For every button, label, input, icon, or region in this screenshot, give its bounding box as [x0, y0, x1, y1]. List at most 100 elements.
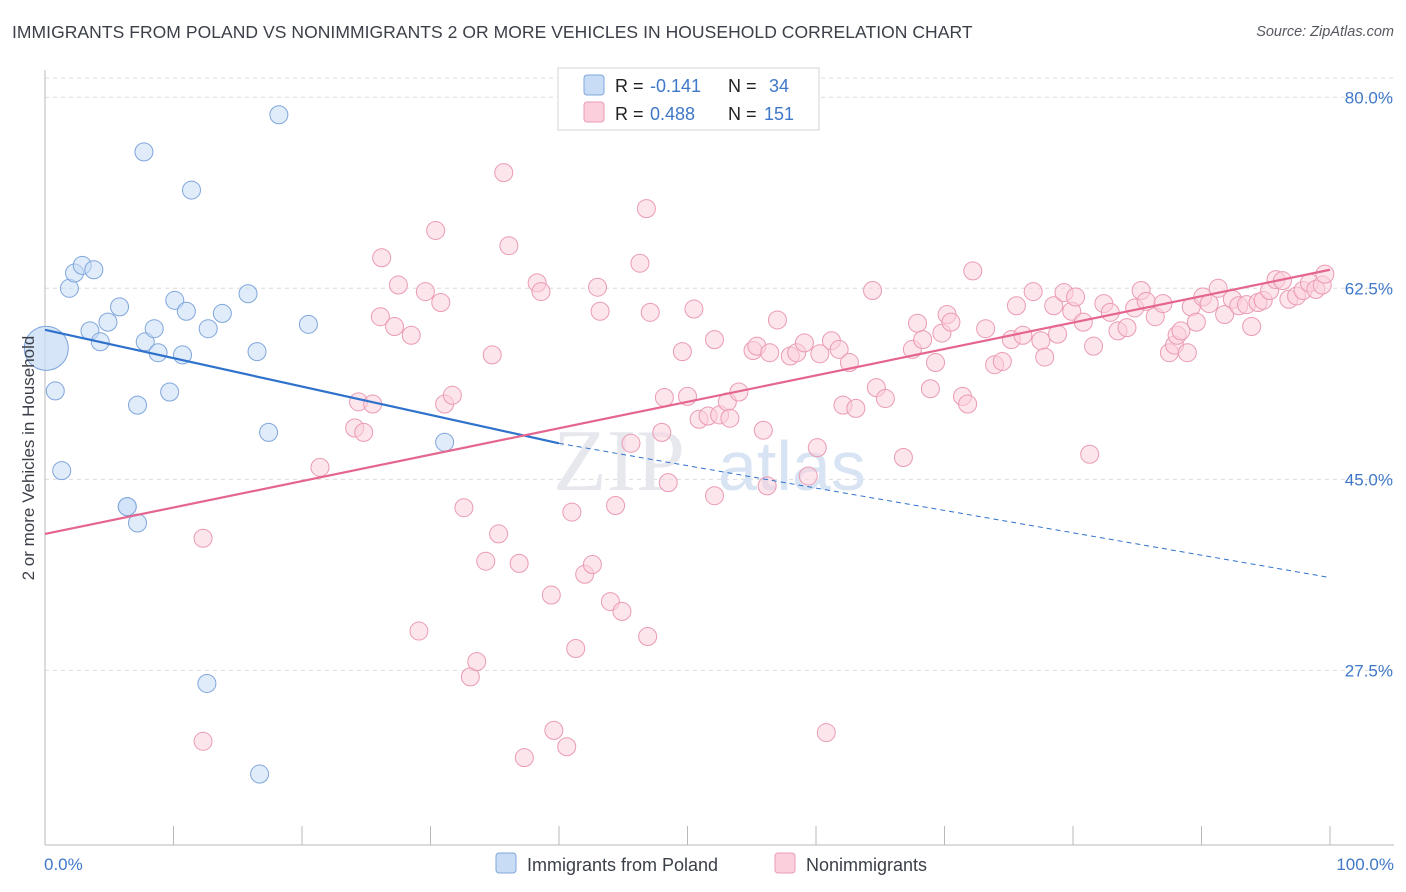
- y-tick-label: 27.5%: [1345, 661, 1393, 680]
- legend-label-nonimmigrants: Nonimmigrants: [806, 855, 927, 875]
- poland-point: [52, 461, 72, 481]
- nonimmigrants-point: [893, 448, 913, 467]
- poland-point: [134, 142, 154, 162]
- nonimmigrants-point: [562, 502, 582, 522]
- nonimmigrants-point: [992, 351, 1012, 371]
- nonimmigrants-point: [531, 282, 551, 302]
- legend-label-poland: Immigrants from Poland: [527, 855, 718, 875]
- nonimmigrants-point: [476, 551, 496, 571]
- nonimmigrants-point: [753, 420, 773, 440]
- nonimmigrants-point: [926, 353, 946, 373]
- nonimmigrants-point: [1006, 296, 1026, 316]
- nonimmigrants-point: [409, 621, 429, 641]
- stats-n-value-poland: 34: [769, 76, 789, 96]
- y-tick-label: 80.0%: [1345, 88, 1393, 107]
- nonimmigrants-point: [846, 398, 866, 418]
- poland-point: [298, 314, 318, 334]
- nonimmigrants-point: [541, 585, 561, 605]
- nonimmigrants-point: [636, 199, 656, 219]
- poland-point: [176, 301, 196, 321]
- poland-point: [117, 497, 137, 517]
- nonimmigrants-point: [1186, 312, 1206, 332]
- nonimmigrants-point: [658, 473, 678, 493]
- nonimmigrants-point: [810, 344, 830, 364]
- poland-point: [128, 395, 148, 415]
- nonimmigrants-point: [514, 748, 534, 768]
- nonimmigrants-point: [816, 723, 836, 743]
- poland-point: [238, 284, 258, 304]
- poland-trend-line: [44, 328, 560, 445]
- y-tick-label: 62.5%: [1345, 279, 1393, 298]
- nonimmigrants-point: [704, 486, 724, 506]
- nonimmigrants-point: [1171, 321, 1191, 341]
- nonimmigrants-point: [1084, 336, 1104, 356]
- nonimmigrants-point: [638, 627, 658, 647]
- nonimmigrants-point: [544, 720, 564, 740]
- nonimmigrants-point: [1315, 264, 1335, 284]
- y-tick-labels: 27.5% 45.0% 62.5% 80.0%: [1345, 88, 1393, 680]
- stats-r-value-poland: -0.141: [650, 76, 701, 96]
- nonimmigrants-point: [588, 277, 608, 297]
- nonimmigrants-point: [606, 496, 626, 516]
- nonimmigrants-point: [310, 457, 330, 477]
- poland-trend-extension: [558, 442, 1331, 579]
- nonimmigrants-point: [1177, 343, 1197, 363]
- poland-point: [84, 260, 104, 280]
- watermark-atlas: atlas: [718, 427, 866, 505]
- nonimmigrants-point: [566, 639, 586, 659]
- poland-point: [23, 325, 69, 371]
- nonimmigrants-point: [193, 528, 213, 548]
- x-tick-label-min: 0.0%: [44, 855, 83, 874]
- legend-swatch-poland: [495, 852, 517, 874]
- nonimmigrants-point: [794, 333, 814, 353]
- nonimmigrants-point: [489, 524, 509, 544]
- nonimmigrants-point: [1080, 444, 1100, 464]
- nonimmigrants-point: [798, 466, 818, 486]
- stats-legend: R = -0.141 N = 34 R = 0.488 N = 151: [557, 67, 820, 131]
- nonimmigrants-point: [621, 433, 641, 453]
- nonimmigrants-point: [807, 438, 827, 458]
- poland-point: [198, 319, 218, 339]
- nonimmigrants-point: [863, 280, 883, 300]
- nonimmigrants-point: [1117, 318, 1137, 338]
- nonimmigrants-point: [582, 554, 602, 574]
- nonimmigrants-point: [1035, 347, 1055, 367]
- stats-n-label-2: N =: [728, 104, 757, 124]
- nonimmigrants-point: [426, 220, 446, 240]
- nonimmigrants-point: [654, 387, 674, 407]
- nonimmigrants-point: [590, 301, 610, 321]
- x-tick-layer: [44, 826, 1331, 845]
- nonimmigrants-point: [1066, 287, 1086, 307]
- nonimmigrants-point: [193, 731, 213, 751]
- nonimmigrants-point: [767, 310, 787, 330]
- nonimmigrants-point: [941, 312, 961, 332]
- poland-point: [181, 180, 201, 200]
- nonimmigrants-point: [1100, 302, 1120, 322]
- x-tick-labels: 0.0% 100.0%: [44, 855, 1394, 874]
- nonimmigrants-point: [908, 313, 928, 333]
- poland-point: [435, 432, 455, 452]
- nonimmigrants-point: [1215, 305, 1235, 325]
- poland-point: [259, 422, 279, 442]
- stats-r-label-2: R =: [615, 104, 644, 124]
- nonimmigrants-point: [684, 299, 704, 319]
- legend-swatch-nonimmigrants: [774, 852, 796, 874]
- poland-point: [45, 381, 65, 401]
- nonimmigrants-point: [1031, 331, 1051, 351]
- y-tick-label: 45.0%: [1345, 470, 1393, 489]
- nonimmigrants-point: [976, 319, 996, 339]
- nonimmigrants-point: [454, 498, 474, 518]
- nonimmigrants-point: [415, 282, 435, 302]
- y-axis-title: 2 or more Vehicles in Household: [19, 336, 38, 581]
- nonimmigrants-point: [431, 293, 451, 312]
- poland-point: [135, 332, 155, 352]
- nonimmigrants-point: [499, 236, 519, 256]
- nonimmigrants-point: [875, 389, 895, 409]
- poland-point: [250, 764, 270, 784]
- nonimmigrants-point: [467, 652, 487, 672]
- nonimmigrants-point: [372, 248, 392, 268]
- nonimmigrants-point: [482, 345, 502, 365]
- stats-r-value-nonimmigrants: 0.488: [650, 104, 695, 124]
- nonimmigrants-point: [704, 330, 724, 350]
